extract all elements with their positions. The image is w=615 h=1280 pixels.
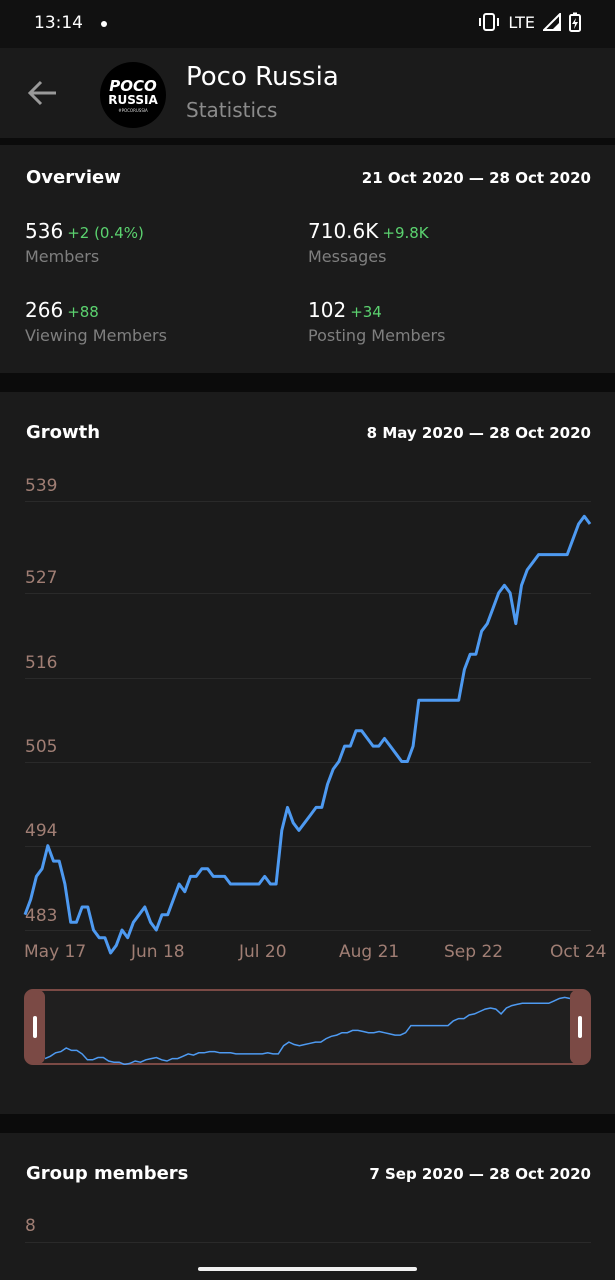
gridline [25,762,591,763]
stat-posting-members: 102 +34 Posting Members [308,298,445,345]
stat-delta: +88 [67,303,99,321]
group-members-card [0,1133,615,1280]
y-tick-label: 8 [25,1216,36,1236]
status-icons: LTE [478,12,581,32]
group-members-range: 7 Sep 2020 — 28 Oct 2020 [369,1165,591,1183]
y-tick-label: 483 [25,906,58,926]
x-tick-label: Jun 18 [131,942,185,962]
page-subtitle: Statistics [186,98,278,122]
stat-label: Messages [308,247,387,266]
page-title: Poco Russia [186,62,339,92]
stat-messages: 710.6K +9.8K Messages [308,219,429,266]
notification-dot-icon [101,21,107,27]
handle-grip-icon [578,1016,582,1038]
overview-range: 21 Oct 2020 — 28 Oct 2020 [361,169,591,187]
back-arrow-icon[interactable] [26,78,60,108]
y-tick-label: 539 [25,476,58,496]
x-tick-label: Jul 20 [239,942,287,962]
status-time: 13:14 [34,13,83,33]
overview-title: Overview [26,167,121,188]
stat-delta: +34 [350,303,382,321]
gridline [25,678,591,679]
gesture-nav-bar[interactable] [198,1267,417,1271]
network-type: LTE [508,12,535,32]
stat-value: 536 [25,219,64,243]
gridline [25,1242,591,1243]
group-avatar[interactable]: POCO RUSSIA #POCORUSSIA [100,62,166,128]
y-tick-label: 494 [25,821,58,841]
stat-delta: +9.8K [382,224,429,242]
growth-series-line [23,514,592,955]
avatar-logo-line1: POCO [109,76,157,95]
app-bar: POCO RUSSIA #POCORUSSIA Poco Russia Stat… [0,48,615,138]
y-tick-label: 516 [25,653,58,673]
signal-icon [543,13,561,31]
stat-value: 102 [308,298,347,322]
range-selector[interactable] [24,989,591,1065]
selector-window[interactable] [24,989,591,1065]
stat-viewing-members: 266 +88 Viewing Members [25,298,167,345]
avatar-logo-line2: RUSSIA [108,92,158,107]
growth-title: Growth [26,422,101,443]
stat-label: Posting Members [308,326,446,345]
stat-members: 536 +2 (0.4%) Members [25,219,144,266]
x-tick-label: Oct 24 [550,942,607,962]
y-tick-label: 505 [25,737,58,757]
stat-delta: +2 (0.4%) [67,224,144,242]
x-tick-label: May 17 [24,942,87,962]
avatar-logo-line3: #POCORUSSIA [118,107,148,113]
x-tick-label: Sep 22 [444,942,504,962]
group-members-title: Group members [26,1163,189,1184]
vibrate-icon [479,13,500,31]
battery-charging-icon [569,12,581,32]
stat-label: Viewing Members [25,326,167,345]
x-tick-label: Aug 21 [339,942,400,962]
gridline [25,593,591,594]
status-bar: 13:14 LTE [0,0,615,48]
gridline [25,930,591,931]
stat-value: 266 [25,298,64,322]
gridline [25,501,591,502]
stat-label: Members [25,247,100,266]
handle-grip-icon [33,1016,37,1038]
gridline [25,846,591,847]
overview-card: Overview 21 Oct 2020 — 28 Oct 2020 536 +2… [0,145,615,373]
growth-range: 8 May 2020 — 28 Oct 2020 [366,424,591,442]
stat-value: 710.6K [308,219,379,243]
y-tick-label: 527 [25,568,58,588]
mini-series-line [44,996,571,1065]
